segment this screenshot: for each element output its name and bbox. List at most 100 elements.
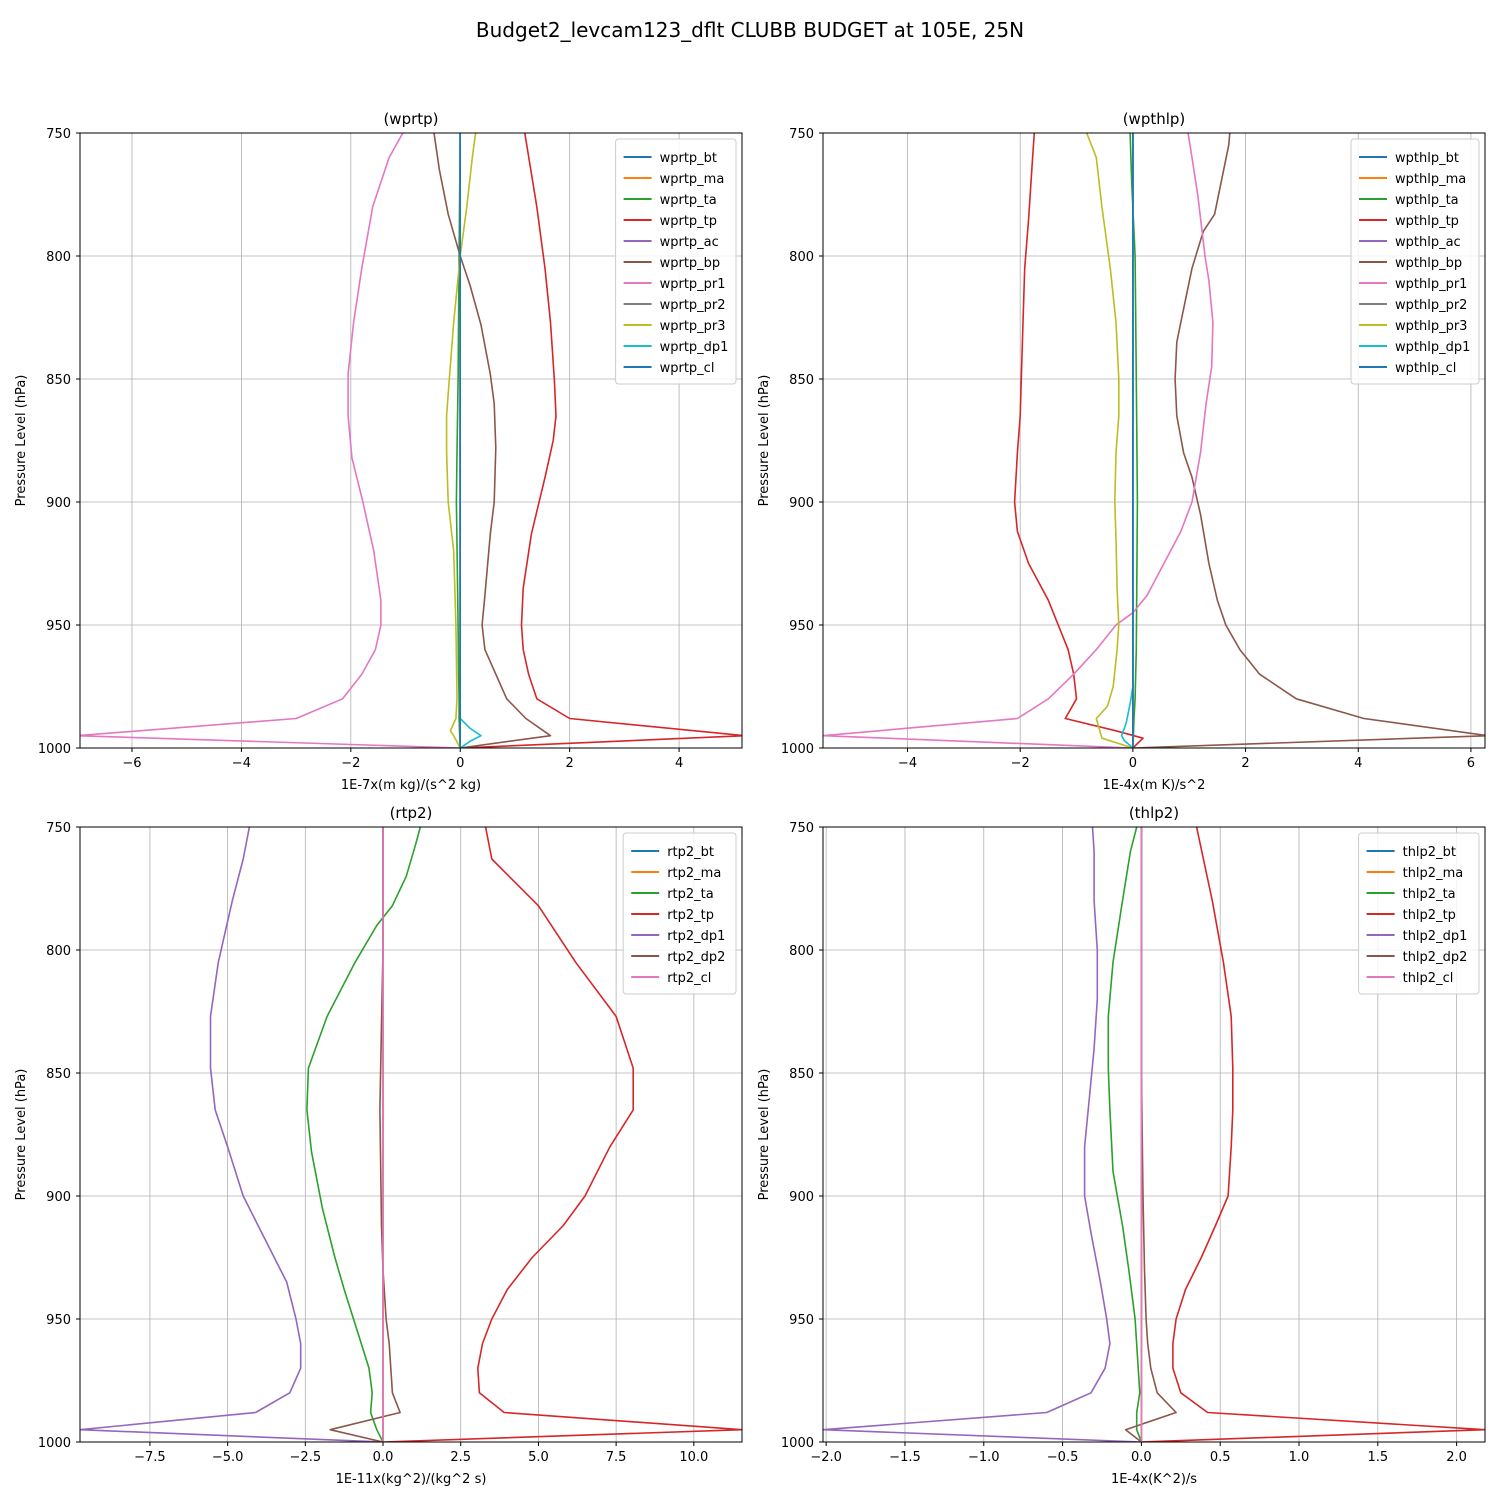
x-tick-label: −1.5 [889,1450,921,1465]
series-line-wprtp_pr3 [445,133,477,748]
legend-box [615,138,737,385]
series-line-thlp2_dp1 [823,827,1142,1442]
y-tick-label: 1000 [38,1436,71,1451]
y-tick-label: 900 [46,496,71,511]
subplot-2: −4 −2 0 2 4 6 750 800 850 900 950 1000 (wpthlp) 1E-4x… [757,110,1486,793]
y-axis-label: Pressure Level (hPa) [14,375,29,507]
series-group [80,133,742,748]
legend-label: thlp2_cl [1403,971,1454,986]
x-tick-label: 1.5 [1367,1450,1388,1465]
legend: wpthlp_bt wpthlp_ma wpthlp_ta wpthlp_tpwpth… [1350,138,1480,385]
series-line-rtp2_dp1 [80,827,384,1442]
series-group [80,827,742,1442]
legend-label: wpthlp_pr1 [1395,277,1467,292]
x-axis-label: 1E-11x(kg^2)/(kg^2 s) [336,1472,487,1487]
series-line-wprtp_tp [460,133,742,748]
x-tick-label: −2.5 [290,1450,322,1465]
series-line-rtp2_dp2 [329,827,401,1442]
x-tick-label: 0.0 [1131,1450,1152,1465]
y-tick-label: 1000 [781,742,814,757]
legend-label: thlp2_bt [1403,845,1456,860]
series-group [823,133,1485,748]
legend-label: wpthlp_cl [1395,361,1456,376]
subplot-grid: −6 −4 −2 0 2 4 750 800 850 900 950 1000 (wprtp) 1E-7x… [14,110,1486,1487]
y-axis-label: Pressure Level (hPa) [757,1069,772,1201]
x-tick-label: 10.0 [679,1450,708,1465]
y-tick-label: 850 [789,373,814,388]
x-tick-label: −5.0 [212,1450,244,1465]
y-tick-label: 800 [789,250,814,265]
x-tick-label: 7.5 [606,1450,627,1465]
y-tick-label: 950 [46,1313,71,1328]
figure-title: Budget2_levcam123_dflt CLUBB BUDGET at 1… [476,18,1024,42]
x-tick-label: 2.0 [1446,1450,1467,1465]
x-tick-label: 2 [566,756,574,771]
legend-label: thlp2_ta [1403,887,1456,902]
legend-label: rtp2_ma [667,866,721,881]
legend-label: rtp2_cl [667,971,711,986]
y-tick-label: 750 [46,127,71,142]
x-tick-label: 2.5 [450,1450,471,1465]
y-tick-label: 900 [789,1190,814,1205]
plot-frame [822,826,1486,1443]
x-tick-label: −4 [898,756,917,771]
legend-label: wpthlp_ta [1395,193,1459,208]
legend-label: rtp2_dp2 [667,950,725,965]
x-tick-label: 0 [456,756,464,771]
legend-label: rtp2_dp1 [667,929,725,944]
series-line-wpthlp_pr3 [1085,133,1134,748]
legend-label: rtp2_bt [667,845,714,860]
series-line-wprtp_ta [455,133,461,748]
legend-label: wprtp_pr1 [660,277,726,292]
x-axis-label: 1E-7x(m kg)/(s^2 kg) [341,778,481,793]
plot-frame [79,826,743,1443]
legend-label: wprtp_tp [660,214,717,229]
y-tick-label: 800 [789,944,814,959]
y-tick-label: 750 [789,821,814,836]
y-tick-label: 800 [46,944,71,959]
y-tick-label: 950 [789,619,814,634]
x-tick-label: 1.0 [1289,1450,1310,1465]
x-tick-label: −2.0 [810,1450,842,1465]
x-tick-label: −2 [1011,756,1030,771]
y-tick-label: 1000 [781,1436,814,1451]
legend: thlp2_bt thlp2_ma thlp2_ta thlp2_tp thlp2_dp… [1358,832,1480,995]
legend-label: rtp2_ta [667,887,714,902]
x-tick-label: −2 [341,756,360,771]
legend-label: thlp2_ma [1403,866,1464,881]
y-tick-label: 900 [789,496,814,511]
legend-label: wprtp_ac [660,235,719,250]
y-tick-label: 1000 [38,742,71,757]
series-line-wpthlp_pr1 [823,133,1214,748]
subplot-title: (rtp2) [390,804,433,822]
y-tick-label: 750 [46,821,71,836]
legend-label: thlp2_tp [1403,908,1456,923]
x-tick-label: 4 [675,756,683,771]
legend-box [1358,832,1480,995]
y-tick-label: 900 [46,1190,71,1205]
x-tick-label: 0.0 [373,1450,394,1465]
series-line-rtp2_ta [306,827,422,1442]
legend-label: thlp2_dp1 [1403,929,1468,944]
y-tick-label: 750 [789,127,814,142]
series-line-wpthlp_bp [1132,133,1485,748]
y-axis-label: Pressure Level (hPa) [14,1069,29,1201]
series-line-thlp2_tp [1141,827,1485,1442]
legend-label: wpthlp_bp [1395,256,1462,271]
x-tick-label: 6 [1467,756,1475,771]
plot-frame [79,132,743,749]
y-tick-label: 850 [46,1067,71,1082]
x-tick-label: −4 [232,756,251,771]
subplot-title: (thlp2) [1129,804,1179,822]
subplot-4: −2.0 −1.5 −1.0 −0.5 0.0 0.5 1.0 1.5 2.0 750 800 850… [757,804,1486,1487]
legend-label: wprtp_bt [660,151,717,166]
y-tick-label: 850 [789,1067,814,1082]
legend-box [1350,138,1480,385]
legend-label: wprtp_cl [660,361,715,376]
x-tick-label: −0.5 [1047,1450,1079,1465]
legend-label: wpthlp_dp1 [1395,340,1470,355]
series-line-wpthlp_tp [1013,133,1144,748]
y-axis-label: Pressure Level (hPa) [757,375,772,507]
subplot-1: −6 −4 −2 0 2 4 750 800 850 900 950 1000 (wprtp) 1E-7x… [14,110,743,793]
